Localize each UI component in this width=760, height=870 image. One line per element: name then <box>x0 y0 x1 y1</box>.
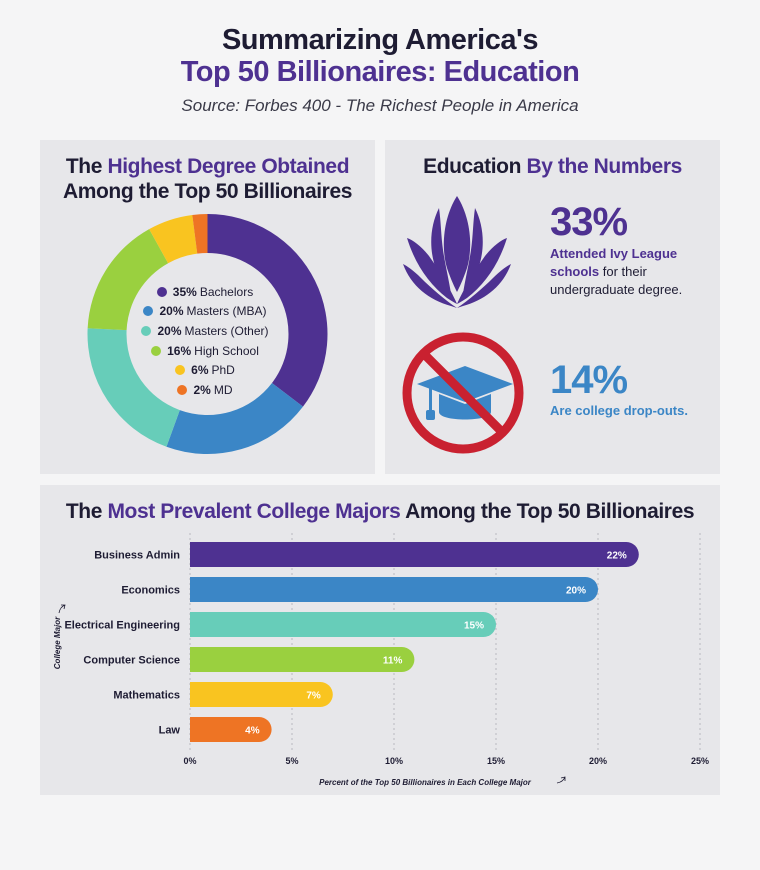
header: Summarizing America's Top 50 Billionaire… <box>0 24 760 116</box>
donut-slice-phd <box>149 214 198 264</box>
legend-label: Masters (MBA) <box>186 304 267 319</box>
prohibited-slash <box>419 349 507 437</box>
dropout-stat-text: Are college drop-outs. <box>550 403 688 418</box>
ivy-league-stat-value: 33% <box>550 200 628 244</box>
ivy-league-stat-text: Attended Ivy League schools for their un… <box>550 245 710 299</box>
bar <box>190 647 415 672</box>
legend-dot <box>151 345 162 356</box>
category-label: Business Admin <box>94 550 180 562</box>
degree-donut-chart <box>87 214 328 455</box>
legend-dot <box>177 384 188 395</box>
legend-dot <box>175 365 186 376</box>
numbers-panel-title: Education By the Numbers <box>385 154 720 179</box>
donut-slice-masters-other <box>87 328 180 447</box>
majors-panel-title: The Most Prevalent College Majors Among … <box>40 499 720 524</box>
legend-percent: 35% <box>172 284 197 299</box>
legend-percent: 16% <box>167 343 192 358</box>
bar-value-label: 4% <box>245 726 260 737</box>
bar <box>190 577 598 602</box>
legend-percent: 20% <box>157 323 182 338</box>
page-title-line2: Top 50 Billionaires: Education <box>180 56 580 88</box>
bar-value-label: 7% <box>306 691 321 702</box>
x-tick-label: 0% <box>183 756 196 766</box>
bar-square-end <box>190 577 203 602</box>
dropout-stat-value: 14% <box>550 358 628 402</box>
y-axis-arrow-icon <box>58 604 66 614</box>
legend-dot <box>156 286 167 297</box>
numbers-title-accent: By the Numbers <box>526 155 682 178</box>
bar <box>190 542 639 567</box>
legend-label: High School <box>194 343 259 358</box>
bar-square-end <box>190 682 203 707</box>
majors-title-accent: Most Prevalent College Majors <box>107 500 401 523</box>
donut-slice-high-school <box>87 229 169 331</box>
legend-percent: 2% <box>193 382 211 397</box>
numbers-title-part1: Education <box>423 155 527 178</box>
x-tick-label: 15% <box>487 756 505 766</box>
numbers-panel: Education By the Numbers 33% Attended I <box>385 140 720 474</box>
category-label: Economics <box>121 585 180 597</box>
legend-label: PhD <box>211 363 235 378</box>
legend-percent: 20% <box>159 304 184 319</box>
category-label: Law <box>159 725 181 737</box>
bar-square-end <box>190 647 203 672</box>
donut-slice-bachelors <box>207 214 328 407</box>
majors-panel: The Most Prevalent College Majors Among … <box>40 485 720 795</box>
bar <box>190 612 496 637</box>
legend-item: 16% High School <box>130 341 280 361</box>
majors-title-part2: Among the Top 50 Billionaires <box>400 500 695 523</box>
bar-value-label: 15% <box>464 621 484 632</box>
numbers-icons <box>402 196 524 454</box>
x-axis-arrow-icon <box>556 776 566 784</box>
x-tick-label: 10% <box>385 756 403 766</box>
bar <box>190 682 333 707</box>
majors-title-part1: The <box>65 500 108 523</box>
category-label: Electrical Engineering <box>64 620 180 632</box>
bar-square-end <box>190 612 203 637</box>
x-axis-label: Percent of the Top 50 Billionaires in Ea… <box>319 778 532 787</box>
bar-value-label: 22% <box>607 551 627 562</box>
y-axis-label: College Major <box>53 616 62 669</box>
legend-label: MD <box>213 382 233 397</box>
legend-item: 35% Bachelors <box>130 282 280 302</box>
category-label: Mathematics <box>113 690 180 702</box>
degree-title-part1: The <box>65 155 108 178</box>
bar-square-end <box>190 542 203 567</box>
legend-dot <box>141 325 152 336</box>
degree-title-line2: Among the Top 50 Billionaires <box>62 180 353 203</box>
donut-slice-masters-mba <box>166 383 303 455</box>
ivy-league-stat-rest: for their undergraduate degree. <box>550 264 683 297</box>
legend-dot <box>143 306 154 317</box>
legend-percent: 6% <box>191 363 209 378</box>
ivy-leaf-icon <box>403 196 511 308</box>
legend-label: Bachelors <box>199 284 254 299</box>
legend-item: 20% Masters (Other) <box>130 321 280 341</box>
majors-bar-chart: 0% 5% 10% 15% 20% 25% 22% Business Admin 20% Econ… <box>53 533 709 787</box>
x-tick-label: 5% <box>285 756 298 766</box>
bar-value-label: 11% <box>383 656 403 667</box>
legend-item: 6% PhD <box>130 360 280 380</box>
category-label: Computer Science <box>83 655 180 667</box>
degree-panel-title: The Highest Degree Obtained Among the To… <box>40 154 375 204</box>
bar-value-label: 20% <box>566 586 586 597</box>
page-title-line1: Summarizing America's <box>221 24 539 56</box>
x-tick-label: 20% <box>589 756 607 766</box>
legend-label: Masters (Other) <box>184 323 269 338</box>
page-subtitle: Source: Forbes 400 - The Richest People … <box>181 96 579 115</box>
bar-square-end <box>190 717 203 742</box>
degree-legend: 35% Bachelors 20% Masters (MBA) 20% Masters (… <box>130 282 280 400</box>
legend-item: 2% MD <box>130 380 280 400</box>
x-tick-label: 25% <box>691 756 709 766</box>
bar <box>190 717 272 742</box>
prohibited-icon <box>402 332 524 454</box>
legend-item: 20% Masters (MBA) <box>130 302 280 322</box>
degree-title-accent: Highest Degree Obtained <box>107 155 350 178</box>
donut-slice-md <box>192 214 208 254</box>
ivy-league-stat-strong: Attended Ivy League schools <box>550 246 678 279</box>
degree-panel: The Highest Degree Obtained Among the To… <box>40 140 375 474</box>
